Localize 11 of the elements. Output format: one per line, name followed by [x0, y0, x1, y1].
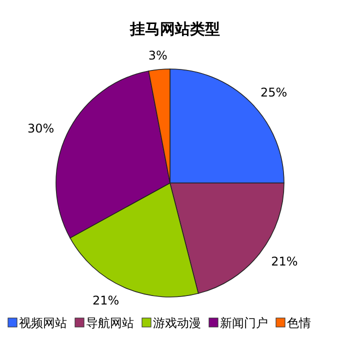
- data-label: 21%: [271, 254, 298, 268]
- legend-label: 导航网站: [86, 316, 134, 330]
- data-label: 30%: [28, 122, 54, 136]
- data-label: 25%: [260, 85, 288, 100]
- data-label: 21%: [92, 293, 120, 308]
- legend-label: 新闻门户: [220, 316, 268, 330]
- chart-title: 挂马网站类型: [129, 20, 220, 38]
- legend-label: 视频网站: [19, 316, 67, 330]
- legend-label: 色情: [287, 316, 311, 330]
- legend-label: 游戏动漫: [153, 316, 201, 330]
- data-label: 3%: [148, 48, 168, 63]
